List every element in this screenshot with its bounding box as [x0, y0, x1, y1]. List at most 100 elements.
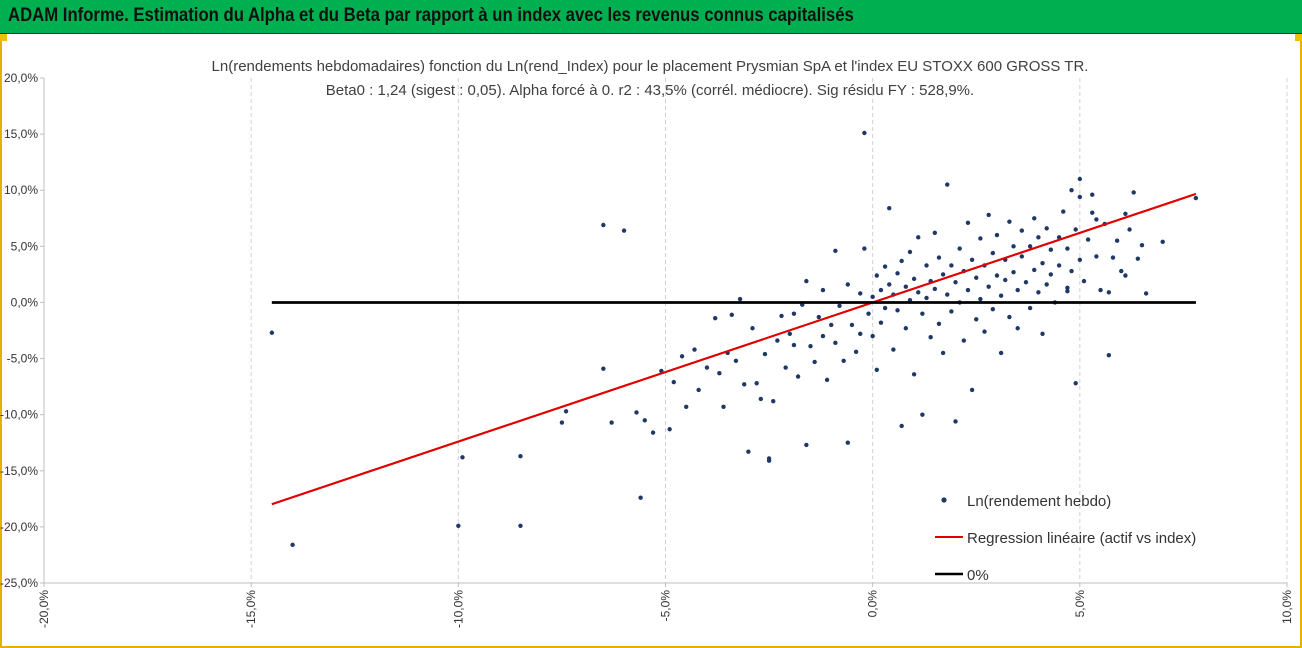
data-point	[621, 228, 627, 233]
regression-line	[271, 192, 1197, 506]
data-point	[1085, 237, 1091, 242]
data-point	[986, 212, 991, 218]
data-point	[961, 338, 967, 343]
data-point	[1094, 254, 1099, 259]
data-point	[667, 427, 672, 432]
y-tick-label: 5,0%	[11, 239, 39, 253]
data-point	[1015, 326, 1020, 331]
data-point	[998, 293, 1004, 298]
data-point	[911, 372, 917, 377]
data-point	[1044, 282, 1049, 287]
data-point	[787, 331, 792, 337]
data-point	[804, 278, 809, 284]
data-point	[858, 291, 863, 296]
x-tick-label: -10,0%	[451, 590, 465, 628]
data-point	[874, 273, 880, 278]
data-point	[870, 333, 875, 339]
data-point	[791, 342, 797, 348]
data-point	[833, 248, 838, 254]
data-point	[1090, 192, 1095, 197]
data-point	[949, 309, 954, 314]
data-point	[862, 130, 867, 136]
data-point	[953, 280, 958, 285]
data-point	[746, 449, 751, 454]
data-point	[650, 430, 656, 435]
data-point	[932, 230, 938, 236]
data-point	[903, 326, 909, 331]
data-point	[1044, 226, 1049, 231]
data-point	[518, 523, 523, 528]
data-point	[916, 290, 921, 295]
data-point	[953, 419, 958, 424]
data-point	[899, 258, 904, 264]
x-tick-label: 0,0%	[866, 590, 880, 618]
data-point	[870, 294, 875, 300]
data-point	[1003, 277, 1008, 283]
data-point	[1007, 314, 1012, 320]
data-point	[969, 387, 975, 393]
data-point	[634, 410, 639, 415]
data-point	[754, 381, 759, 386]
data-point	[878, 320, 884, 325]
data-point	[1065, 289, 1070, 294]
data-point	[903, 284, 909, 289]
data-point	[945, 182, 950, 187]
data-point	[290, 542, 295, 548]
data-point	[994, 273, 1000, 278]
y-tick-label: -5,0%	[7, 352, 39, 366]
data-point	[940, 272, 946, 277]
data-point	[1065, 285, 1070, 291]
data-point	[1036, 290, 1041, 295]
data-point	[978, 296, 983, 302]
data-point	[1032, 267, 1037, 273]
data-point	[911, 276, 917, 282]
data-point	[986, 284, 991, 289]
data-point	[1127, 227, 1132, 232]
legend-label-regression: Regression linéaire (actif vs index)	[967, 530, 1196, 547]
data-point	[766, 458, 772, 463]
legend: Ln(rendement hebdo) Regression linéaire …	[935, 493, 1196, 584]
data-point	[783, 365, 788, 370]
corner-marker	[0, 34, 7, 41]
data-point	[878, 287, 884, 293]
data-point	[713, 315, 718, 321]
data-point	[1069, 268, 1074, 274]
data-point	[775, 338, 780, 343]
data-point	[841, 358, 846, 363]
data-point	[945, 292, 950, 297]
data-point	[750, 326, 755, 331]
data-point	[1077, 257, 1083, 262]
data-point	[994, 232, 1000, 238]
data-point	[812, 359, 817, 365]
chart-subtitle: Beta0 : 1,24 (sigest : 0,05). Alpha forc…	[326, 82, 974, 99]
data-point	[1090, 210, 1095, 215]
data-point	[1048, 247, 1054, 252]
data-point	[849, 322, 855, 328]
data-point	[704, 365, 710, 370]
data-point	[907, 249, 913, 255]
data-point	[916, 235, 921, 240]
y-tick-label: 10,0%	[4, 183, 38, 197]
data-point	[853, 349, 859, 355]
data-point	[1073, 381, 1078, 386]
y-tick-label: -15,0%	[0, 464, 38, 478]
data-point	[824, 377, 830, 383]
y-tick-label: -20,0%	[0, 520, 38, 534]
data-point	[882, 305, 888, 311]
data-point	[1135, 256, 1141, 261]
data-point	[679, 354, 685, 359]
data-point	[1123, 211, 1128, 216]
data-point	[601, 366, 606, 371]
data-point	[1019, 228, 1025, 233]
data-point	[887, 282, 892, 287]
data-point	[1027, 244, 1033, 249]
data-point	[928, 335, 933, 340]
data-point	[1094, 217, 1099, 222]
data-point	[887, 205, 892, 211]
data-point	[762, 351, 768, 357]
data-point	[891, 347, 896, 352]
data-point	[965, 220, 971, 225]
x-tick-label: -5,0%	[659, 590, 673, 622]
data-point	[609, 420, 614, 425]
